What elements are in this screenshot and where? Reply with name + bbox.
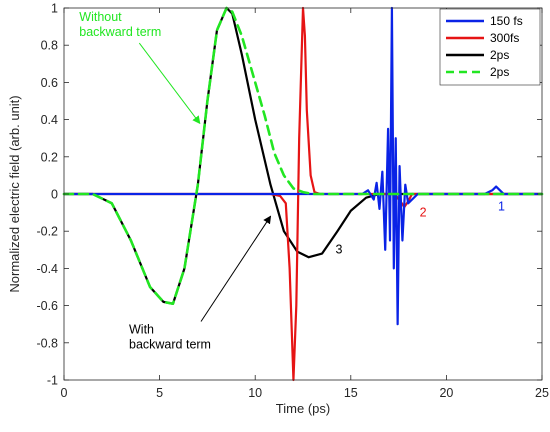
y-tick-label: -1 (47, 374, 58, 388)
y-tick-label: -0.8 (36, 336, 58, 350)
y-tick-label: 0.4 (41, 113, 58, 127)
annotation-with-backward-term: With backward term (129, 323, 211, 352)
axes: 0 5 10 15 20 25 -1 -0.8 -0.6 -0.4 -0.2 0 0.2 0.4 0.6 0.… (36, 2, 549, 401)
y-tick-label: 0 (51, 188, 58, 202)
x-tick-label: 20 (439, 386, 453, 400)
x-tick-label: 0 (61, 386, 68, 400)
annotation-without-backward-term: Without backward term (79, 10, 161, 39)
series-line-150-fs-0 (62, 6, 544, 326)
y-tick-label: 0.6 (41, 76, 58, 90)
legend: 150 fs 300fs 2ps 2ps (439, 8, 541, 86)
annotation-arrow-1 (200, 215, 272, 322)
annotation-1: 1 (498, 200, 505, 214)
y-axis-title: Normalized electric field (arb. unit) (7, 95, 22, 292)
y-tick-label: 0.8 (41, 39, 58, 53)
legend-label-150-fs-0: 150 fs (490, 14, 523, 28)
y-tick-label: -0.2 (36, 225, 58, 239)
x-tick-label: 5 (156, 386, 163, 400)
x-tick-label: 25 (535, 386, 549, 400)
y-tick-label: 1 (51, 2, 58, 16)
series-layer (62, 6, 544, 382)
y-tick-label: -0.6 (36, 299, 58, 313)
annotations: Without backward term With backward term 1 2 3 (79, 10, 505, 351)
y-tick-label: -0.4 (36, 262, 58, 276)
x-tick-label: 10 (248, 386, 262, 400)
annotation-3: 3 (336, 243, 343, 257)
y-tick-label: 0.2 (41, 150, 58, 164)
legend-label-2ps-2: 2ps (490, 48, 509, 62)
legend-label-2ps-3: 2ps (490, 65, 509, 79)
series-line-2ps-3 (62, 6, 544, 306)
annotation-arrow-0 (138, 42, 201, 125)
x-axis-title: Time (ps) (276, 401, 330, 416)
annotation-2: 2 (420, 205, 427, 219)
legend-label-300fs-1: 300fs (490, 31, 519, 45)
x-tick-label: 15 (344, 386, 358, 400)
